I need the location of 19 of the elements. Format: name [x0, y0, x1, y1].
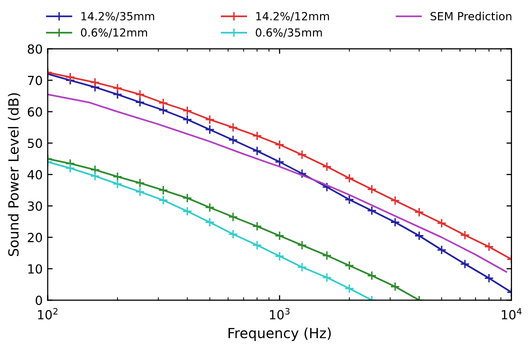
- y-tick-label: 10: [28, 264, 42, 274]
- y-tick-label: 50: [28, 138, 42, 148]
- y-tick-label: 80: [28, 44, 42, 54]
- legend-label: SEM Prediction: [430, 12, 512, 20]
- y-tick-label: 30: [28, 201, 42, 211]
- legend-label: 14.2%/35mm: [81, 12, 154, 22]
- y-tick-label: 40: [28, 170, 42, 180]
- y-tick-label: 20: [28, 232, 42, 242]
- y-tick-label: 0: [36, 296, 42, 306]
- x-tick-label: 10$^{4}$: [502, 308, 522, 320]
- y-tick-label: 70: [28, 76, 42, 86]
- legend-label: 0.6%/35mm: [256, 28, 322, 38]
- legend-label: 14.2%/12mm: [256, 12, 329, 22]
- y-tick-label: 60: [28, 107, 42, 117]
- legend-label: 0.6%/12mm: [80, 28, 148, 38]
- x-tick-label: 10$^{2}$: [38, 308, 58, 320]
- x-tick-label: 10$^{3}$: [270, 308, 290, 320]
- x-axis-title: Frequency (Hz): [228, 328, 331, 341]
- y-axis-title: Sound Power Level (dB): [8, 93, 20, 256]
